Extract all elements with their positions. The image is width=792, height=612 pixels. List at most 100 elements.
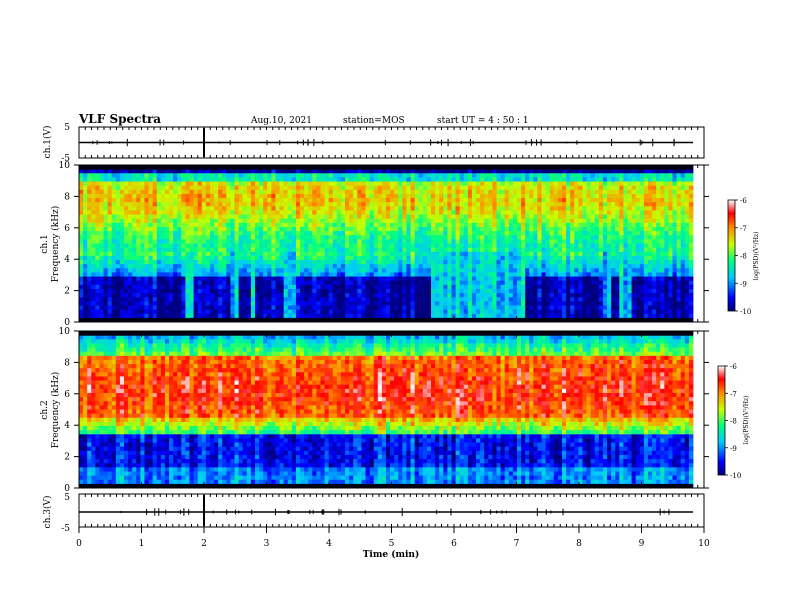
spectrogram-cell xyxy=(169,235,174,240)
spectrogram-cell xyxy=(349,235,354,240)
spectrogram-cell xyxy=(177,169,182,174)
spectrogram-cell xyxy=(193,214,199,220)
spectrogram-cell xyxy=(336,260,342,265)
spectrogram-cell xyxy=(287,206,293,211)
spectrogram-cell xyxy=(291,264,297,269)
spectrogram-cell xyxy=(521,284,526,290)
spectrogram-cell xyxy=(230,218,235,224)
spectrogram-cell xyxy=(582,251,587,257)
spectrogram-cell xyxy=(267,198,272,203)
spectrogram-cell xyxy=(255,218,260,224)
spectrogram-cell xyxy=(414,255,420,261)
spectrogram-cell xyxy=(328,272,334,277)
spectrogram-cell xyxy=(447,268,452,273)
spectrogram-cell xyxy=(308,264,313,269)
spectrogram-cell xyxy=(451,206,456,211)
spectrogram-cell xyxy=(246,276,252,282)
spectrogram-cell xyxy=(144,198,149,203)
spectrogram-cell xyxy=(562,198,567,203)
spectrogram-cell xyxy=(91,226,96,232)
spectrogram-cell xyxy=(91,210,96,215)
spectrogram-cell xyxy=(349,181,354,187)
spectrogram-cell xyxy=(218,288,223,294)
spectrogram-cell xyxy=(132,272,137,277)
spectrogram-cell xyxy=(177,305,182,310)
spectrogram-cell xyxy=(516,206,522,211)
spectrogram-cell xyxy=(140,222,145,228)
spectrogram-cell xyxy=(480,206,485,211)
spectrogram-cell xyxy=(369,288,375,294)
spectrogram-cell xyxy=(99,305,104,310)
spectrogram-cell xyxy=(455,297,461,302)
spectrogram-cell xyxy=(361,198,366,203)
spectrogram-cell xyxy=(99,177,104,182)
spectrogram-cell xyxy=(226,264,231,269)
spectrogram-cell xyxy=(525,218,530,224)
spectrogram-cell xyxy=(455,177,461,182)
spectrogram-cell xyxy=(218,268,223,273)
spectrogram-cell xyxy=(263,198,268,203)
spectrogram-cell xyxy=(140,247,145,253)
spectrogram-cell xyxy=(209,226,215,232)
spectrogram-cell xyxy=(414,297,420,302)
spectrogram-cell xyxy=(132,177,137,182)
spectrogram-cell xyxy=(79,202,84,207)
spectrogram-cell xyxy=(533,301,538,306)
spectrogram-cell xyxy=(324,276,330,282)
spectrogram-cell xyxy=(562,255,567,261)
spectrogram-cell xyxy=(451,226,456,232)
spectrogram-cell xyxy=(242,181,248,187)
spectrogram-cell xyxy=(156,284,162,290)
spectrogram-cell xyxy=(545,181,551,187)
spectrogram-cell xyxy=(291,301,297,306)
spectrogram-cell xyxy=(287,288,293,294)
spectrogram-cell xyxy=(259,231,264,236)
spectrogram-cell xyxy=(246,218,252,224)
spectrogram-cell xyxy=(87,255,92,261)
spectrogram-cell xyxy=(209,206,215,211)
spectrogram-cell xyxy=(394,264,399,269)
spectrogram-cell xyxy=(103,214,109,220)
spectrogram-cell xyxy=(357,181,362,187)
spectrogram-cell xyxy=(119,309,125,315)
spectrogram-cell xyxy=(205,276,211,282)
spectrogram-cell xyxy=(250,301,256,306)
spectrogram-cell xyxy=(148,169,154,174)
spectrogram-cell xyxy=(83,202,88,207)
spectrogram-cell xyxy=(516,276,522,282)
spectrogram-cell xyxy=(160,202,166,207)
spectrogram-cell xyxy=(471,226,477,232)
spectrogram-cell xyxy=(140,255,145,261)
spectrogram-cell xyxy=(218,185,223,191)
spectrogram-cell xyxy=(250,181,256,187)
spectrogram-cell xyxy=(345,301,350,306)
spectrogram-cell xyxy=(304,268,309,273)
spectrogram-cell xyxy=(557,189,563,195)
spectrogram-cell xyxy=(516,218,522,224)
spectrogram-cell xyxy=(124,268,129,273)
spectrogram-cell xyxy=(140,198,145,203)
spectrogram-cell xyxy=(488,247,493,253)
spectrogram-cell xyxy=(373,185,379,191)
spectrogram-cell xyxy=(410,235,416,240)
spectrogram-cell xyxy=(435,193,440,199)
spectrogram-cell xyxy=(525,177,530,182)
spectrogram-cell xyxy=(398,206,403,211)
spectrogram-cell xyxy=(169,198,174,203)
spectrogram-cell xyxy=(410,280,416,286)
spectrogram-cell xyxy=(414,173,420,178)
spectrogram-cell xyxy=(124,235,129,240)
spectrogram-cell xyxy=(545,243,551,249)
spectrogram-cell xyxy=(504,264,510,269)
spectrogram-cell xyxy=(582,173,587,178)
spectrogram-cell xyxy=(476,272,481,277)
spectrogram-cell xyxy=(455,255,461,261)
spectrogram-cell xyxy=(242,206,248,211)
spectrogram-cell xyxy=(148,313,154,319)
spectrogram-cell xyxy=(214,313,219,319)
spectrogram-cell xyxy=(443,297,448,302)
spectrogram-cell xyxy=(111,214,117,220)
spectrogram-cell xyxy=(291,222,297,228)
spectrogram-cell xyxy=(95,210,100,215)
spectrogram-cell xyxy=(582,313,587,319)
